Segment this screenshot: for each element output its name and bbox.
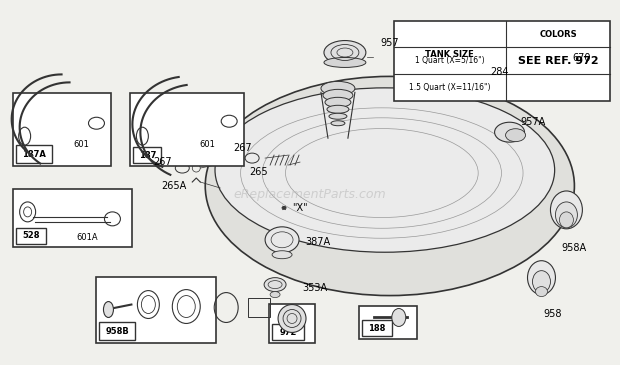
Bar: [269, 304, 315, 343]
Text: 1.5 Quart (X=11/16"): 1.5 Quart (X=11/16"): [409, 83, 490, 92]
Text: TANK SIZE: TANK SIZE: [425, 50, 474, 58]
Ellipse shape: [536, 287, 547, 297]
Bar: [394, 21, 610, 101]
Ellipse shape: [392, 308, 405, 326]
Bar: [248, 297, 270, 318]
Bar: [362, 320, 392, 337]
Ellipse shape: [205, 76, 574, 296]
Text: 972: 972: [280, 328, 297, 337]
Ellipse shape: [331, 121, 345, 126]
Text: COLORS: COLORS: [539, 30, 577, 39]
Ellipse shape: [270, 292, 280, 297]
Text: 601: 601: [74, 140, 89, 149]
Ellipse shape: [528, 261, 556, 295]
Ellipse shape: [556, 202, 577, 228]
Text: 267: 267: [153, 157, 172, 167]
Ellipse shape: [264, 278, 286, 292]
Ellipse shape: [324, 41, 366, 65]
Text: "X": "X": [292, 203, 308, 213]
Text: SEE REF. 972: SEE REF. 972: [518, 56, 598, 66]
Bar: [16, 145, 51, 163]
Ellipse shape: [498, 28, 508, 43]
Text: 958A: 958A: [562, 243, 587, 253]
Ellipse shape: [324, 57, 366, 68]
Text: 353A: 353A: [303, 283, 327, 293]
Bar: [272, 324, 304, 341]
Text: 265A: 265A: [162, 181, 187, 191]
Bar: [99, 322, 135, 341]
Ellipse shape: [323, 89, 353, 101]
Text: 958: 958: [543, 310, 562, 319]
Ellipse shape: [582, 46, 596, 55]
Ellipse shape: [329, 113, 347, 119]
Bar: [130, 93, 244, 166]
Ellipse shape: [215, 88, 555, 252]
Ellipse shape: [495, 122, 525, 142]
Text: 1 Quart (X=5/16"): 1 Quart (X=5/16"): [415, 56, 485, 65]
Ellipse shape: [505, 129, 526, 142]
Text: 601A: 601A: [77, 233, 99, 242]
Ellipse shape: [278, 304, 306, 333]
Bar: [12, 189, 133, 247]
Ellipse shape: [104, 301, 113, 318]
Text: 187: 187: [139, 151, 156, 160]
Text: 957A: 957A: [521, 117, 546, 127]
Ellipse shape: [551, 191, 582, 229]
Text: 670: 670: [572, 54, 591, 64]
Ellipse shape: [265, 227, 299, 253]
Text: 267: 267: [233, 143, 252, 153]
Ellipse shape: [327, 105, 349, 113]
Bar: [12, 93, 112, 166]
Ellipse shape: [498, 50, 507, 57]
Text: 957: 957: [381, 38, 399, 47]
Text: 265: 265: [249, 167, 267, 177]
Bar: [133, 147, 161, 163]
Ellipse shape: [533, 271, 551, 293]
Bar: [16, 228, 46, 244]
Bar: [97, 277, 216, 343]
Text: 528: 528: [22, 231, 40, 240]
Text: 601: 601: [199, 140, 215, 149]
Text: 284: 284: [490, 68, 509, 77]
Text: 387A: 387A: [306, 237, 330, 247]
Text: 187A: 187A: [22, 150, 45, 159]
Text: 188: 188: [368, 324, 386, 333]
Ellipse shape: [325, 97, 351, 107]
Ellipse shape: [559, 212, 574, 228]
Ellipse shape: [272, 251, 292, 259]
Text: eReplacementParts.com: eReplacementParts.com: [234, 188, 386, 201]
Ellipse shape: [321, 81, 355, 95]
Bar: [359, 306, 417, 339]
Text: 958B: 958B: [105, 327, 130, 336]
